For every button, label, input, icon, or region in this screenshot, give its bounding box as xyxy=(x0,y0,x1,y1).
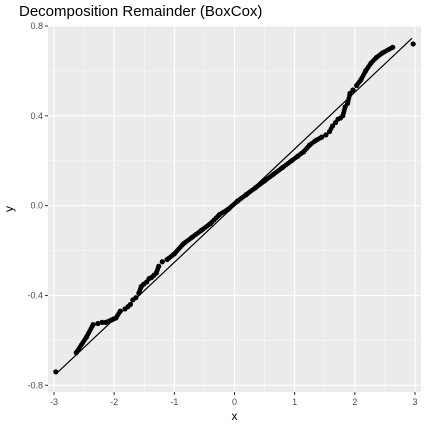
data-point xyxy=(271,171,277,177)
data-point xyxy=(243,191,250,198)
data-point xyxy=(133,295,139,301)
data-point xyxy=(113,315,119,321)
data-point xyxy=(363,68,369,74)
data-point xyxy=(358,77,364,83)
data-point xyxy=(347,90,353,96)
data-point xyxy=(95,320,101,327)
data-point xyxy=(390,44,396,50)
data-point xyxy=(289,158,295,164)
data-point xyxy=(153,270,159,276)
data-point xyxy=(159,259,165,265)
data-point xyxy=(207,220,214,227)
data-point xyxy=(234,198,241,204)
data-point xyxy=(117,308,123,314)
x-tick-label: -3 xyxy=(50,397,58,407)
data-point xyxy=(379,50,386,56)
data-point xyxy=(329,123,336,129)
data-point xyxy=(189,234,195,240)
data-point xyxy=(90,322,96,328)
data-point xyxy=(373,54,380,61)
data-point xyxy=(83,334,90,340)
data-point xyxy=(164,256,170,263)
y-tick-label: 0.4 xyxy=(30,111,43,121)
data-point xyxy=(216,212,223,218)
x-tick-label: 1 xyxy=(292,397,297,407)
chart-title: Decomposition Remainder (BoxCox) xyxy=(19,3,263,20)
x-axis-label: x xyxy=(232,409,238,423)
data-point xyxy=(252,185,259,191)
data-point xyxy=(340,113,346,119)
x-tick-label: 0 xyxy=(232,397,237,407)
data-point xyxy=(171,251,177,257)
data-point xyxy=(99,319,105,325)
x-tick-label: -2 xyxy=(110,397,118,407)
data-point xyxy=(350,87,356,93)
data-point xyxy=(301,149,307,155)
data-point xyxy=(73,350,79,356)
data-point xyxy=(136,290,142,296)
data-point xyxy=(261,178,268,184)
x-tick-label: 2 xyxy=(352,397,357,407)
data-point xyxy=(410,41,416,47)
data-point xyxy=(319,134,325,140)
data-point xyxy=(156,263,162,269)
x-tick-label: -1 xyxy=(170,397,178,407)
data-point xyxy=(198,227,205,233)
y-tick-label: 0.8 xyxy=(30,21,43,31)
data-point xyxy=(280,164,286,171)
data-point xyxy=(180,241,186,247)
data-point xyxy=(323,132,329,138)
y-tick-label: 0.0 xyxy=(30,201,43,211)
data-point xyxy=(127,301,134,308)
data-point xyxy=(354,82,360,89)
data-point xyxy=(313,137,319,144)
data-point xyxy=(326,128,333,135)
data-point xyxy=(295,153,301,159)
data-point xyxy=(225,206,232,212)
y-axis-label: y xyxy=(2,206,16,212)
data-point xyxy=(368,60,374,66)
data-point xyxy=(307,142,313,148)
x-tick-label: 3 xyxy=(412,397,417,407)
data-point xyxy=(345,100,351,107)
y-tick-label: -0.4 xyxy=(27,290,43,300)
y-tick-label: -0.8 xyxy=(27,380,43,390)
data-point xyxy=(53,369,59,375)
